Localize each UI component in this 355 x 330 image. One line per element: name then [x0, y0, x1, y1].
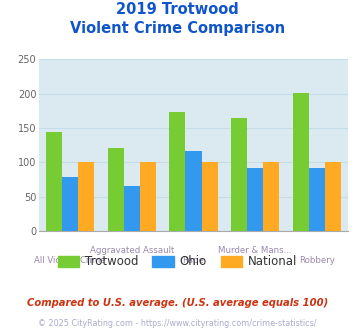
Bar	[185, 151, 202, 231]
Text: Rape: Rape	[182, 256, 204, 265]
Text: Robbery: Robbery	[299, 256, 335, 265]
Text: Violent Crime Comparison: Violent Crime Comparison	[70, 21, 285, 36]
Bar	[231, 118, 247, 231]
Text: Compared to U.S. average. (U.S. average equals 100): Compared to U.S. average. (U.S. average …	[27, 298, 328, 308]
Bar	[202, 162, 218, 231]
Bar	[108, 148, 124, 231]
Text: Murder & Mans...: Murder & Mans...	[218, 246, 292, 255]
Bar	[62, 178, 78, 231]
Legend: Trotwood, Ohio, National: Trotwood, Ohio, National	[53, 250, 302, 273]
Bar	[325, 162, 341, 231]
Bar	[124, 186, 140, 231]
Text: Aggravated Assault: Aggravated Assault	[89, 246, 174, 255]
Bar	[309, 168, 325, 231]
Bar	[140, 162, 156, 231]
Text: © 2025 CityRating.com - https://www.cityrating.com/crime-statistics/: © 2025 CityRating.com - https://www.city…	[38, 319, 317, 328]
Bar	[46, 132, 62, 231]
Bar	[293, 93, 309, 231]
Bar	[247, 168, 263, 231]
Bar	[263, 162, 279, 231]
Text: All Violent Crime: All Violent Crime	[34, 256, 106, 265]
Bar	[78, 162, 94, 231]
Text: 2019 Trotwood: 2019 Trotwood	[116, 2, 239, 16]
Bar	[169, 112, 185, 231]
